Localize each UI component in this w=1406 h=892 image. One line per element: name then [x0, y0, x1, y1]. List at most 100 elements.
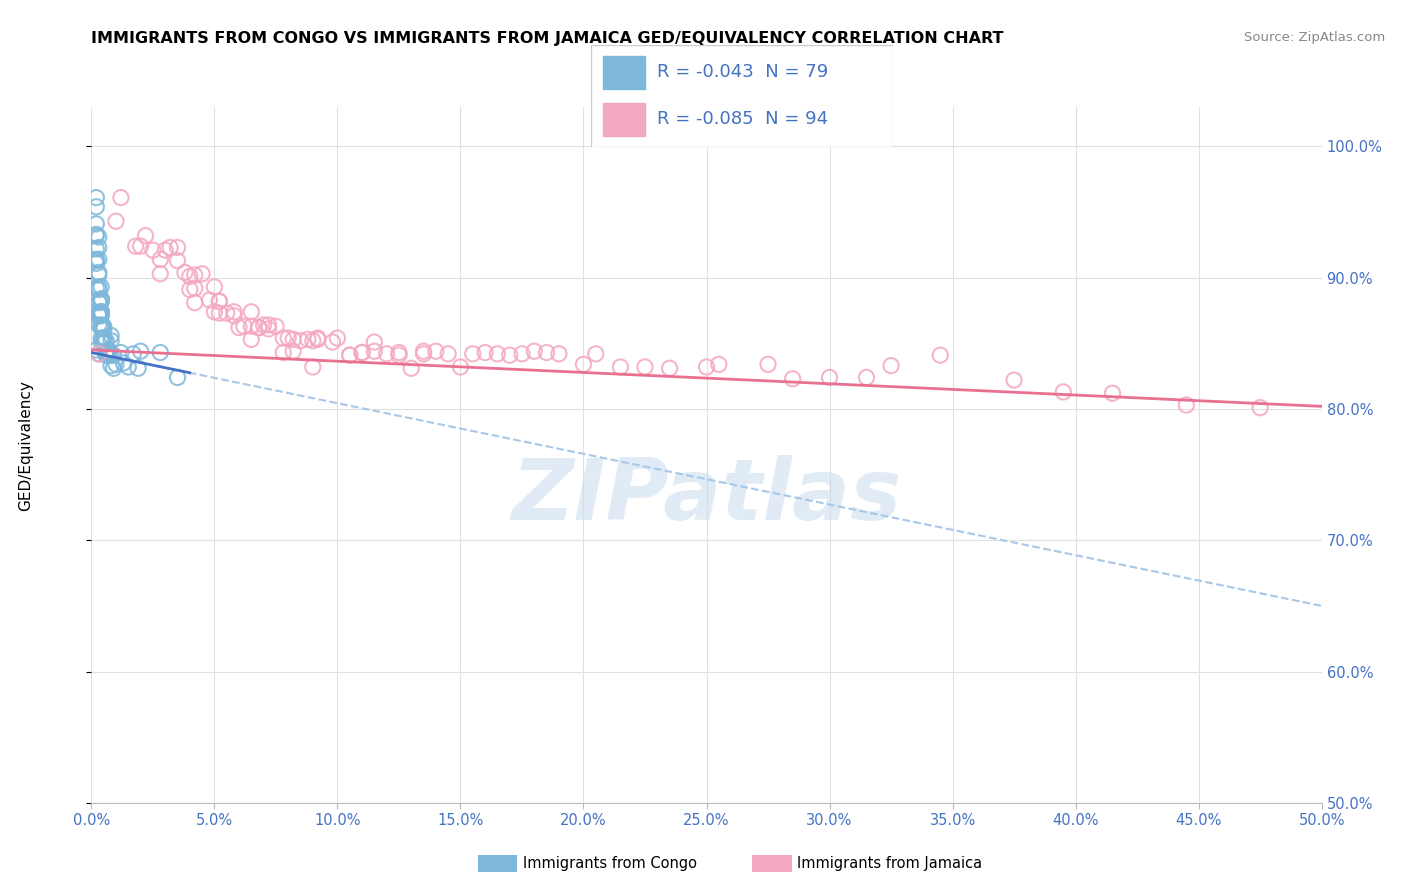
Point [281, 344, 304, 359]
Point [97, 348, 120, 362]
Point [1101, 386, 1123, 401]
Point [159, 240, 181, 254]
Point [228, 320, 250, 334]
Point [100, 334, 122, 348]
Point [363, 334, 385, 349]
Point [375, 347, 398, 361]
Point [87, 265, 110, 279]
Point [135, 228, 157, 243]
Point [90, 280, 112, 294]
Point [486, 347, 509, 361]
Point [818, 370, 841, 384]
Point [90, 305, 112, 319]
Point [96, 345, 117, 359]
Point [240, 305, 263, 319]
Point [363, 344, 385, 359]
Point [96, 344, 117, 359]
Point [124, 239, 148, 253]
Text: GED/Equivalency: GED/Equivalency [18, 381, 32, 511]
Point [498, 348, 520, 362]
Point [179, 269, 201, 284]
Point [90, 320, 112, 334]
Point [87, 347, 110, 361]
Point [90, 319, 112, 334]
Point [257, 322, 280, 336]
Point [90, 305, 112, 319]
Point [93, 334, 115, 349]
Point [105, 214, 127, 228]
Point [198, 293, 221, 307]
Point [87, 308, 110, 322]
Point [86, 227, 108, 242]
Point [321, 334, 344, 349]
Text: R = -0.085  N = 94: R = -0.085 N = 94 [657, 111, 828, 128]
Point [149, 345, 172, 359]
Text: Immigrants from Congo: Immigrants from Congo [523, 856, 697, 871]
Point [412, 347, 434, 361]
Point [93, 334, 115, 349]
Point [86, 253, 108, 268]
Point [425, 344, 447, 359]
Point [87, 230, 110, 244]
Point [510, 347, 533, 361]
Point [929, 348, 952, 362]
Point [352, 345, 374, 359]
Bar [603, 103, 645, 136]
Point [96, 345, 117, 359]
Point [202, 305, 225, 319]
Point [129, 239, 152, 253]
Point [93, 331, 115, 345]
Point [326, 331, 349, 345]
Point [100, 328, 122, 343]
Bar [603, 56, 645, 88]
Point [271, 331, 295, 345]
Point [86, 343, 108, 357]
Point [290, 334, 312, 348]
Point [86, 191, 108, 205]
Point [166, 370, 188, 384]
Point [301, 359, 323, 374]
Point [183, 281, 207, 295]
Point [208, 294, 231, 309]
Text: R = -0.043  N = 79: R = -0.043 N = 79 [657, 63, 828, 81]
Point [399, 361, 422, 376]
Point [253, 318, 276, 332]
Point [149, 267, 172, 281]
Point [112, 356, 135, 370]
Point [96, 345, 117, 359]
Point [97, 344, 120, 359]
Point [90, 294, 112, 309]
Point [548, 347, 571, 361]
Point [183, 295, 207, 310]
Point [1175, 398, 1198, 412]
Point [90, 309, 112, 323]
Point [90, 331, 112, 345]
Point [281, 332, 304, 346]
Point [90, 320, 112, 334]
Point [86, 200, 108, 214]
Point [437, 347, 460, 361]
Point [149, 252, 172, 267]
Point [240, 319, 263, 334]
Point [97, 347, 120, 361]
Point [86, 281, 108, 295]
Point [264, 319, 287, 334]
FancyBboxPatch shape [591, 45, 893, 147]
Point [93, 332, 115, 346]
Point [247, 320, 270, 334]
Point [756, 357, 779, 371]
Point [301, 334, 323, 348]
Point [87, 283, 110, 297]
Point [103, 348, 125, 362]
Point [461, 347, 484, 361]
Point [90, 318, 112, 332]
Point [97, 343, 120, 357]
Point [1002, 373, 1025, 387]
Point [474, 345, 496, 359]
Point [153, 243, 177, 257]
Point [174, 265, 197, 279]
Point [86, 256, 108, 270]
Point [96, 334, 117, 348]
Point [86, 217, 108, 231]
Point [388, 348, 411, 362]
